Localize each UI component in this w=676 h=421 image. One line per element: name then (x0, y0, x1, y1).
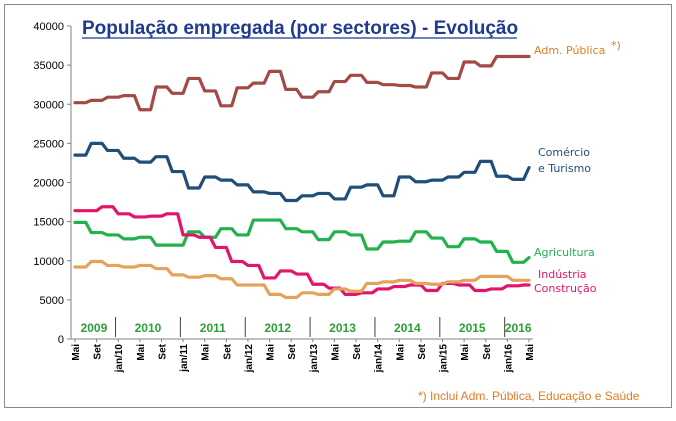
x-tick-label: Set (157, 343, 168, 359)
label-adm-publica: Adm. Pública (534, 44, 605, 57)
x-tick-label: jan/16 (503, 344, 514, 374)
y-tick-label: 10000 (33, 256, 64, 268)
y-tick-label: 5000 (40, 295, 64, 307)
x-tick-label: Mai (330, 344, 341, 361)
label-agricultura: Agricultura (534, 246, 595, 259)
year-label: 2009 (81, 321, 108, 335)
chart-frame (4, 4, 672, 408)
x-tick-label: jan/10 (114, 344, 125, 374)
year-label: 2015 (459, 321, 486, 335)
x-tick-label: jan/14 (374, 344, 385, 374)
chart-title: População empregada (por sectores) - Evo… (82, 18, 518, 39)
series-line-0 (73, 54, 531, 112)
year-label: 2013 (329, 321, 356, 335)
x-tick-label: Mai (525, 344, 536, 361)
x-tick-label: Mai (136, 344, 147, 361)
x-tick-label: Set (93, 343, 104, 359)
y-tick-label: 40000 (33, 21, 64, 33)
x-tick-label: Mai (201, 344, 212, 361)
x-tick-label: Mai (460, 344, 471, 361)
series-line-4 (73, 259, 531, 300)
x-tick-label: Set (352, 343, 363, 359)
x-tick-label: Set (222, 343, 233, 359)
year-label: 2016 (505, 321, 532, 335)
series-line-1 (73, 141, 531, 203)
x-tick-label: Mai (266, 344, 277, 361)
x-tick-label: Set (287, 343, 298, 359)
series-line-2 (73, 218, 531, 264)
x-tick-label: jan/13 (309, 344, 320, 374)
x-tick-label: Set (482, 343, 493, 359)
label-comercio-line2: e Turismo (538, 162, 591, 175)
y-tick-label: 20000 (33, 178, 64, 190)
x-tick-label: jan/12 (244, 344, 255, 374)
x-tick-label: jan/15 (439, 344, 450, 374)
y-tick-label: 0 (58, 334, 64, 346)
label-industria: Indústria (538, 268, 587, 281)
label-comercio-line1: Comércio (538, 146, 590, 159)
label-adm-publica-marker: *) (611, 39, 621, 52)
x-tick-label: Mai (71, 344, 82, 361)
year-label: 2010 (135, 321, 162, 335)
year-label: 2012 (264, 321, 291, 335)
y-tick-label: 35000 (33, 60, 64, 72)
year-label: 2011 (200, 321, 226, 335)
year-label: 2014 (394, 321, 421, 335)
y-tick-label: 30000 (33, 99, 64, 111)
x-tick-label: Set (417, 343, 428, 359)
footnote: *) Inclui Adm. Pública, Educação e Saúde (418, 389, 640, 403)
label-construcao: Construção (534, 282, 597, 295)
x-tick-label: Mai (395, 344, 406, 361)
y-tick-label: 15000 (33, 217, 64, 229)
y-tick-label: 25000 (33, 138, 64, 150)
x-tick-label: jan/11 (179, 344, 190, 373)
